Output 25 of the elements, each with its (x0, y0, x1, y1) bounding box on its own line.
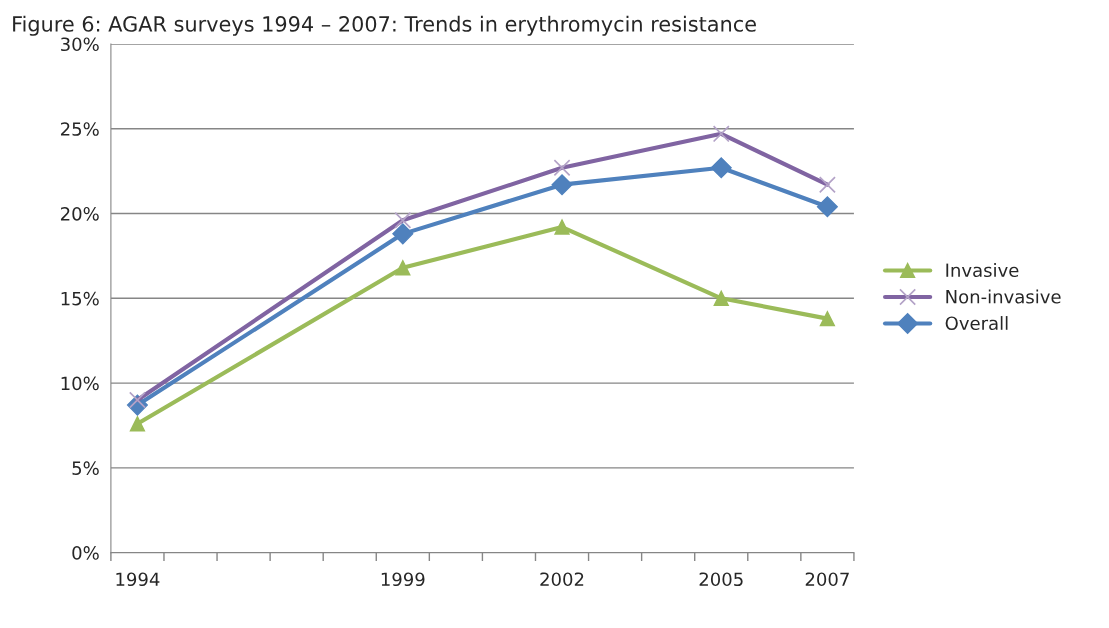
point (816, 196, 838, 218)
x-tick-label: 2002 (540, 572, 584, 587)
point (710, 157, 732, 179)
legend-label: Invasive (946, 263, 1019, 278)
x-tick-label: 2007 (805, 572, 849, 587)
x-tick-label: 2005 (699, 572, 743, 587)
y-tick-label: 30% (61, 37, 99, 52)
x-tick-label: 1994 (116, 572, 160, 587)
point (554, 219, 570, 235)
y-tick-label: 25% (60, 122, 99, 136)
x-tick-label: 1999 (381, 572, 425, 587)
y-tick-label: 15% (61, 291, 99, 306)
point (819, 311, 836, 327)
point (395, 260, 411, 276)
y-tick-label: 5% (72, 461, 99, 475)
legend-label: Overall (945, 316, 1008, 331)
point (392, 223, 414, 245)
y-tick-label: 20% (60, 206, 99, 221)
y-tick-label: 0% (72, 546, 99, 560)
point (713, 290, 729, 306)
point (551, 174, 573, 196)
point (129, 416, 146, 432)
chart-title: Figure 6: AGAR surveys 1994 – 2007: Trends in erythromycin resistance (13, 15, 756, 36)
legend-label: Non-invasive (946, 289, 1061, 304)
y-tick-label: 10% (61, 376, 99, 391)
